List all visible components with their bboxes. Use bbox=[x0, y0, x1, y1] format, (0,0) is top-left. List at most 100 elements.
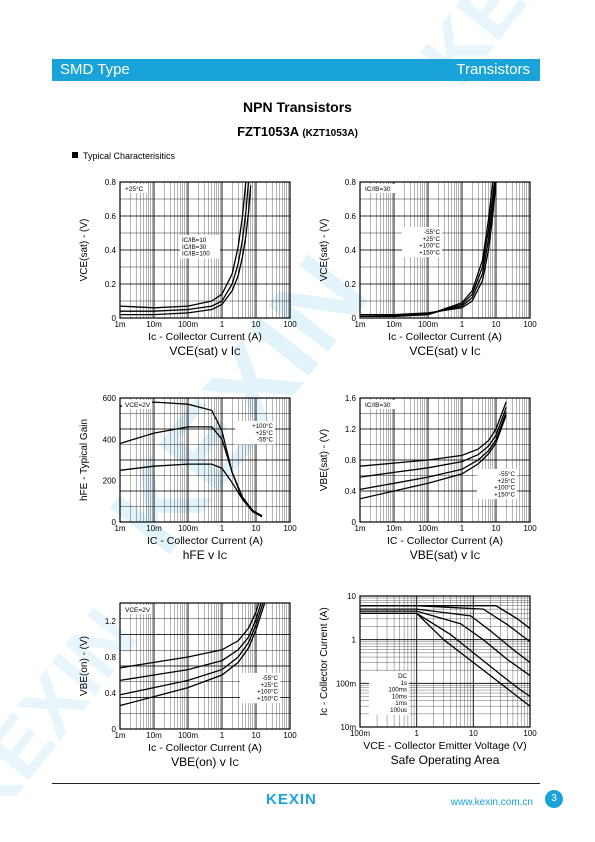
x-axis-label: VCE - Collector Emitter Voltage (V) bbox=[363, 740, 526, 752]
y-axis-label: VBE(sat) - (V) bbox=[319, 429, 330, 491]
x-tick-label: 1 bbox=[460, 524, 465, 533]
y-tick-label: 10 bbox=[347, 592, 356, 601]
x-tick-label: 10 bbox=[252, 731, 261, 740]
y-tick-label: 1.6 bbox=[345, 394, 357, 403]
legend-bg bbox=[369, 671, 409, 715]
condition-label-bg bbox=[122, 605, 152, 614]
x-tick-label: 100m bbox=[418, 524, 438, 533]
series-line-0 bbox=[120, 185, 252, 316]
header-right-label: Transistors bbox=[456, 61, 530, 78]
y-tick-label: 0 bbox=[112, 725, 117, 734]
page-title: NPN Transistors bbox=[243, 99, 352, 115]
legend-entry: 10ms bbox=[392, 693, 407, 700]
x-tick-label: 100m bbox=[418, 320, 438, 329]
legend-entry: 1ms bbox=[395, 700, 407, 707]
chart-c6: 100m 1 10 10010m100m110DC1s100ms10ms1ms100u… bbox=[319, 592, 537, 767]
legend-entry: IC/IB=30 bbox=[182, 244, 207, 251]
x-axis-label: Ic - Collector Current (A) bbox=[388, 331, 502, 343]
legend-entry: +100°C bbox=[257, 689, 278, 696]
footer-divider bbox=[52, 783, 540, 784]
y-tick-label: 0.2 bbox=[345, 280, 357, 289]
condition-label: IC/IB=30 bbox=[365, 402, 391, 409]
condition-label: VCE=2V bbox=[125, 402, 151, 409]
x-tick-label: 100 bbox=[283, 524, 297, 533]
legend-bg bbox=[180, 235, 220, 259]
series-line-0 bbox=[360, 401, 507, 467]
condition-label-bg bbox=[362, 184, 400, 193]
x-tick-label: 100 bbox=[523, 320, 537, 329]
chart-c5: 1m 10m 100m 1 10 100 0 0.4 0.8 1.2 VCE=2V -55°C+25°… bbox=[79, 602, 297, 769]
part-number-alt: (KZT1053A) bbox=[302, 128, 358, 139]
chart-caption: VCE(sat) v IC bbox=[169, 344, 241, 358]
series-line-0 bbox=[120, 401, 263, 518]
legend-entry: DC bbox=[398, 673, 407, 680]
x-axis-label: IC - Collector Current (A) bbox=[387, 535, 503, 547]
legend-bg bbox=[402, 227, 442, 258]
x-tick-label: 1m bbox=[114, 731, 125, 740]
legend-entry: -55°C bbox=[424, 229, 440, 236]
header-bar: SMD Type Transistors bbox=[52, 59, 540, 81]
legend-entry: +25°C bbox=[256, 430, 274, 437]
y-tick-label: 100m bbox=[336, 679, 356, 688]
y-tick-label: 0.4 bbox=[105, 246, 117, 255]
y-axis-label: VCE(sat) - (V) bbox=[319, 219, 330, 282]
chart-caption: VBE(sat) v IC bbox=[410, 548, 481, 562]
legend-entry: +150°C bbox=[257, 695, 278, 702]
x-tick-label: 10m bbox=[146, 524, 162, 533]
legend-entry: -55°C bbox=[257, 437, 273, 444]
y-tick-label: 200 bbox=[103, 477, 117, 486]
legend-bg bbox=[477, 469, 517, 500]
x-tick-label: 1m bbox=[114, 524, 125, 533]
series-line-2 bbox=[360, 411, 507, 491]
chart-caption: VBE(on) v IC bbox=[171, 755, 239, 769]
condition-label: VCE=2V bbox=[125, 607, 151, 614]
x-tick-label: 10 bbox=[252, 524, 261, 533]
x-axis-label: Ic - Collector Current (A) bbox=[148, 742, 262, 754]
series-line-2 bbox=[120, 182, 247, 309]
y-tick-label: 1 bbox=[352, 636, 357, 645]
legend-entry: +150°C bbox=[494, 491, 515, 498]
legend-entry: 100ms bbox=[388, 687, 407, 694]
page-number-badge: 3 bbox=[545, 790, 563, 808]
x-tick-label: 100 bbox=[283, 320, 297, 329]
x-axis-label: Ic - Collector Current (A) bbox=[148, 331, 262, 343]
condition-label: IC/IB=30 bbox=[365, 186, 391, 193]
y-tick-label: 0 bbox=[112, 314, 117, 323]
x-axis-label: IC - Collector Current (A) bbox=[147, 535, 263, 547]
x-tick-label: 1 bbox=[460, 320, 465, 329]
legend-entry: IC/IB=100 bbox=[182, 251, 210, 258]
legend-entry: +150°C bbox=[419, 249, 440, 256]
legend-entry: +100°C bbox=[494, 485, 515, 492]
plot-frame bbox=[359, 397, 531, 523]
chart-c4: 1m 10m 100m 1 10 100 0 0.4 0.8 1.2 1.6 IC/IB=30 -55°… bbox=[319, 394, 537, 562]
y-tick-label: 0.6 bbox=[105, 212, 117, 221]
x-tick-label: 100 bbox=[523, 524, 537, 533]
series-line-3 bbox=[360, 608, 530, 664]
kexin-logo: KEXIN bbox=[266, 791, 317, 808]
legend-bg bbox=[235, 421, 275, 445]
legend-entry: -55°C bbox=[499, 471, 515, 478]
series-line-2 bbox=[360, 610, 530, 677]
y-tick-label: 0.6 bbox=[345, 212, 357, 221]
chart-c3: 1m 10m 100m 1 10 100 0 200 400 600 VCE=2V +100°C+25… bbox=[79, 394, 297, 562]
legend-entry: 100us bbox=[390, 707, 407, 714]
part-number-main: FZT1053A bbox=[237, 124, 299, 139]
chart-c2: 1m 10m 100m 1 10 100 0 0.2 0.4 0.6 0.8 IC/IB=30 -55°… bbox=[319, 178, 537, 358]
x-tick-label: 10 bbox=[469, 729, 478, 738]
condition-label-bg bbox=[122, 400, 152, 409]
series-line-2 bbox=[120, 603, 264, 696]
x-tick-label: 10m bbox=[146, 320, 162, 329]
plot-frame bbox=[119, 602, 291, 730]
y-tick-label: 0.2 bbox=[105, 280, 117, 289]
series-line-3 bbox=[360, 414, 507, 500]
y-axis-label: VBE(on) - (V) bbox=[79, 636, 90, 696]
section-heading: Typical Characterisitics bbox=[72, 151, 175, 161]
legend-entry: +100°C bbox=[419, 243, 440, 250]
x-tick-label: 10 bbox=[492, 524, 501, 533]
website-link[interactable]: www.kexin.com.cn bbox=[450, 797, 533, 808]
series-line-0 bbox=[120, 603, 260, 669]
series-line-1 bbox=[120, 603, 262, 682]
x-tick-label: 1 bbox=[220, 731, 225, 740]
x-tick-label: 100m bbox=[178, 524, 198, 533]
bullet-square-icon bbox=[72, 152, 78, 158]
